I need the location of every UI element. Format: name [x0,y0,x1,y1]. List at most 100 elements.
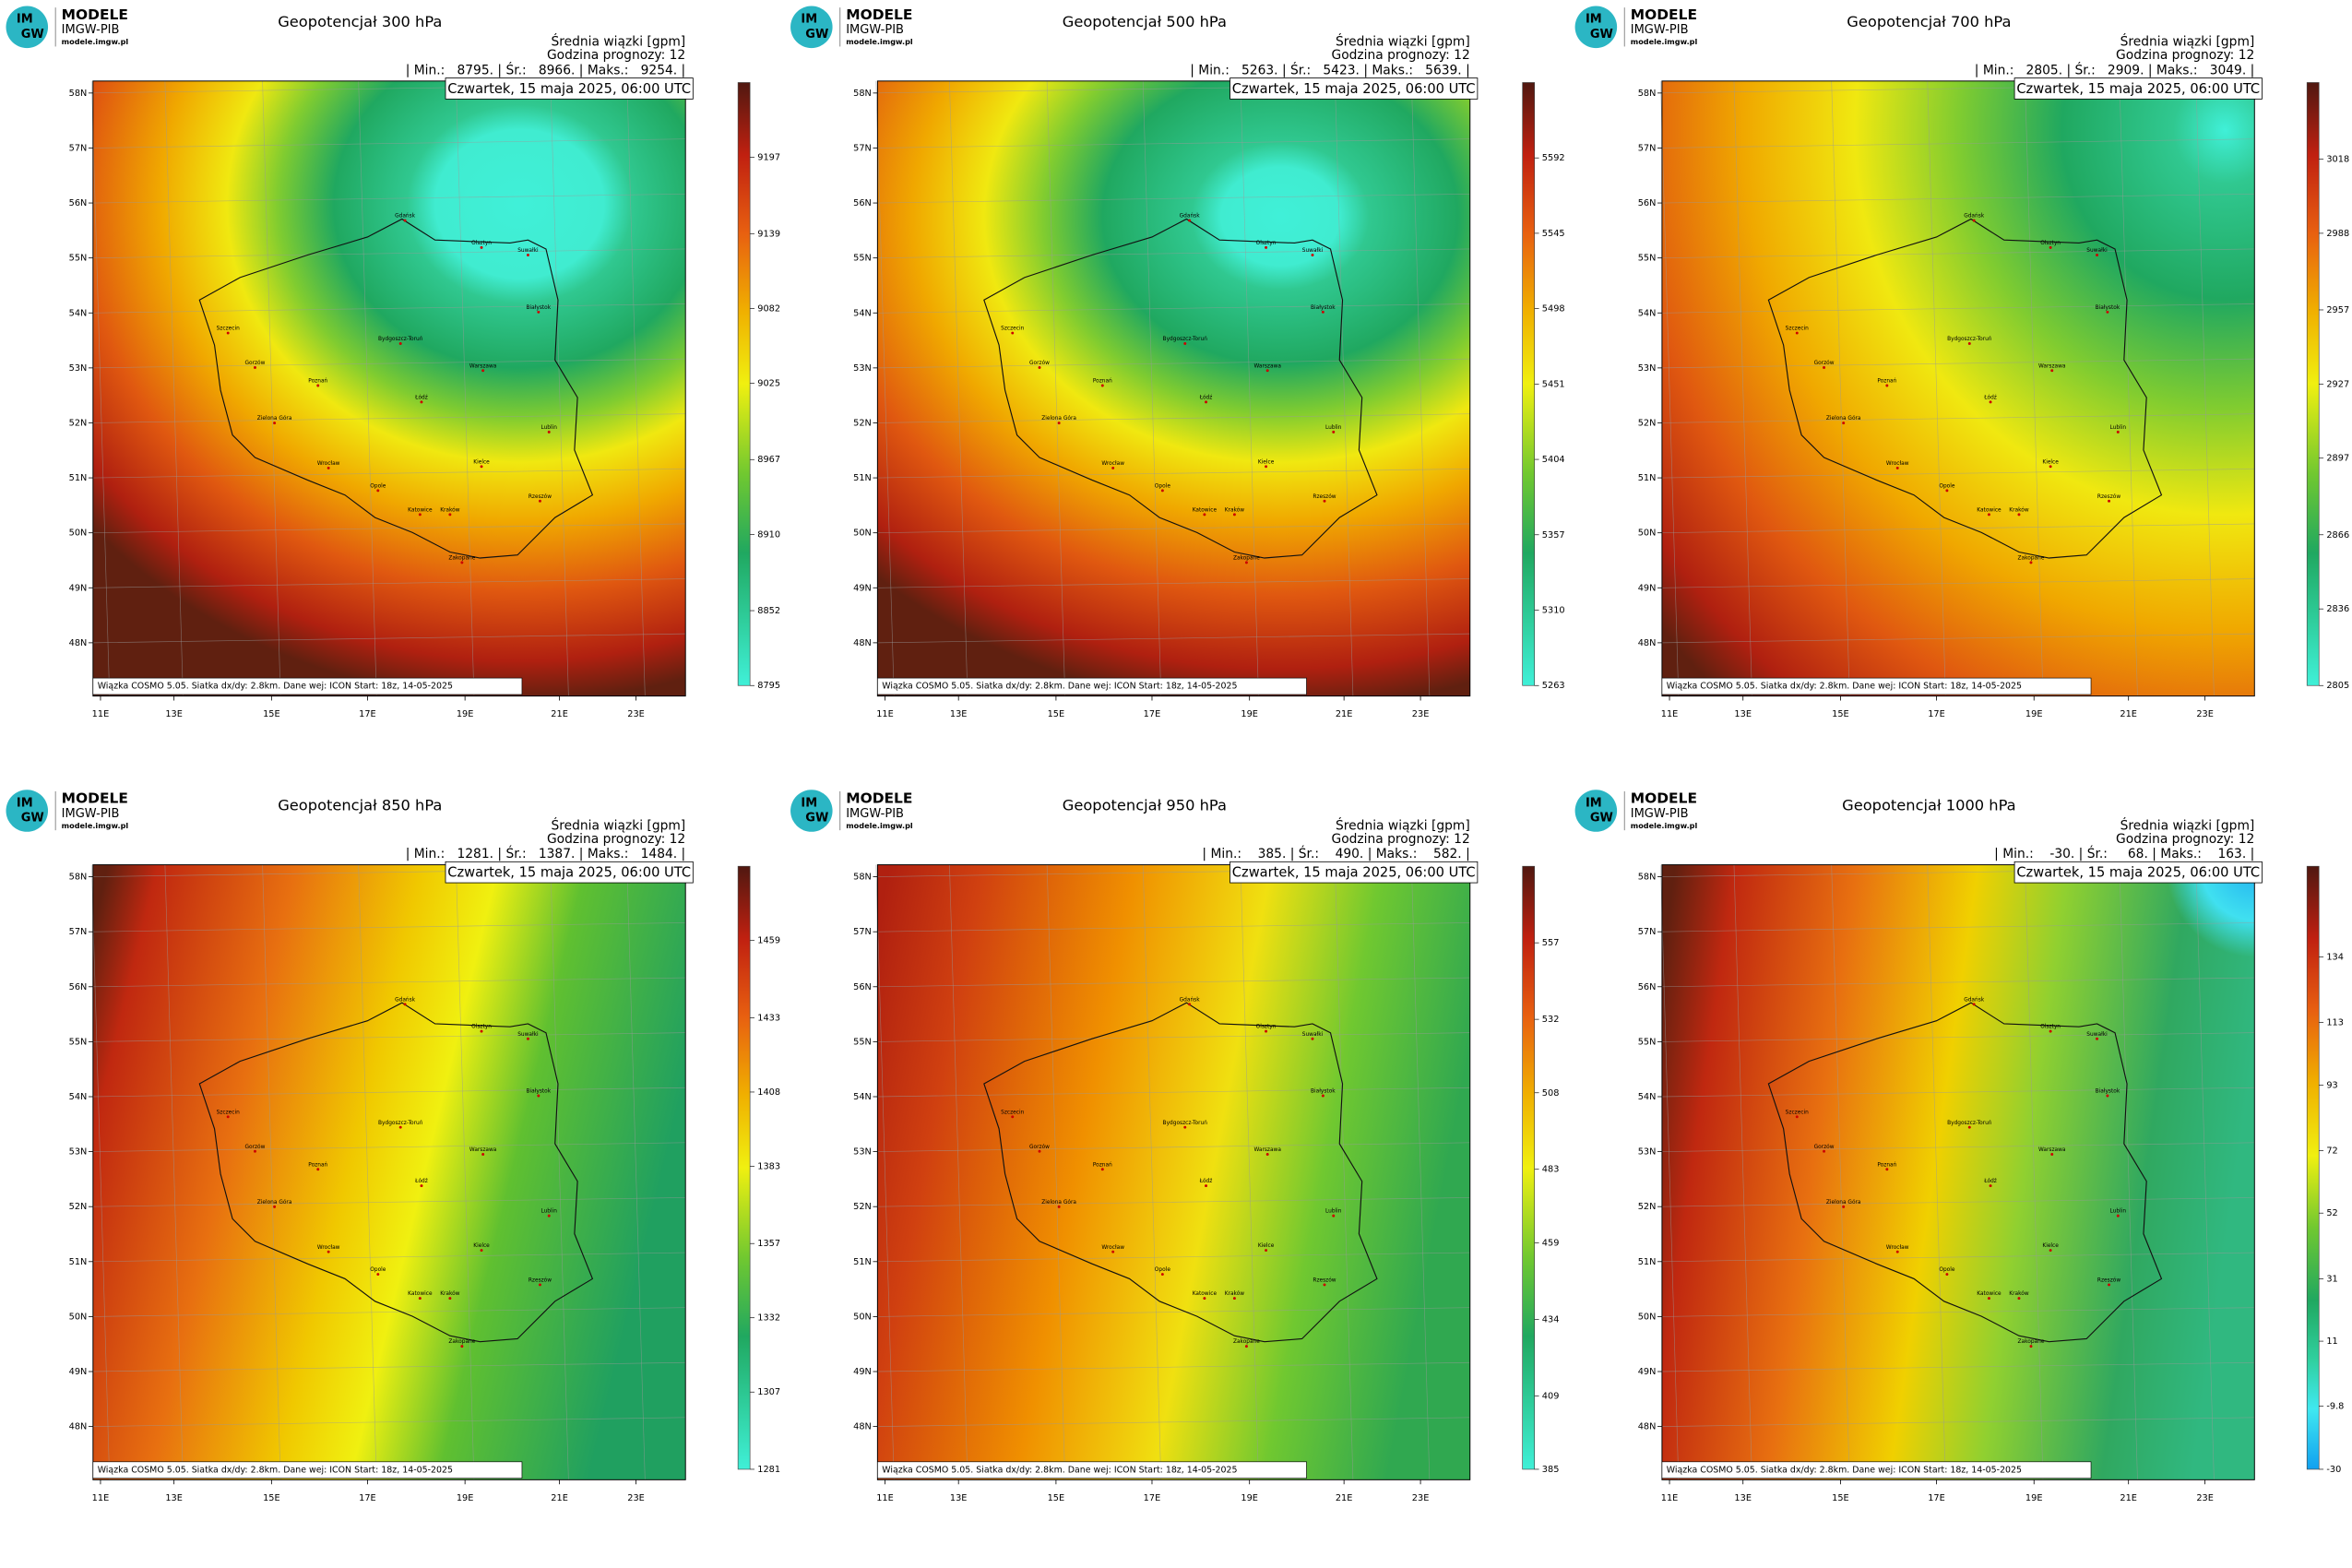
footer-box [877,677,1307,695]
city-label: Rzeszów [2097,493,2120,500]
lon-label: 21E [2120,709,2137,719]
meridian [1411,80,1431,696]
colorbar-tick-label: 93 [2326,1080,2337,1090]
city-dot [537,310,540,314]
parallel [877,1361,1470,1372]
logo-icon [1574,6,1618,49]
city-label: Kielce [473,459,490,465]
city-dot [1265,245,1268,249]
panel-title: Geopotencjał 1000 hPa [1842,797,2016,814]
colorbar-tick-label: 5451 [1542,379,1565,389]
panel-subtitle: Średnia wiązki [gpm] [1336,816,1470,833]
city-dot [2049,1029,2052,1033]
lat-label: 54N [1638,308,1657,318]
city-label: Warszawa [2038,1147,2066,1153]
lon-label: 15E [1832,709,1849,719]
parallel [92,578,686,588]
logo-icon-text: GW [1590,28,1613,42]
parallel [1661,578,2255,588]
lat-label: 56N [69,198,88,208]
city-label: Wrocław [317,461,340,467]
lat-label: 56N [853,982,872,992]
city-dot [2050,369,2054,373]
colorbar-tick-label: 11 [2326,1336,2337,1347]
colorbar-tick-label: 8967 [757,455,780,465]
city-label: Suwałki [1302,248,1324,254]
city-label: Bydgoszcz-Toruń [1947,1120,1992,1126]
date-box [445,77,694,100]
lat-label: 54N [69,308,88,318]
colorbar [737,865,751,1470]
panel: IMGWMODELEIMGW-PIBmodele.imgw.plGeopoten… [1574,6,2349,719]
panel-subtitle: Średnia wiązki [gpm] [1336,33,1470,50]
lon-label: 19E [457,1493,474,1503]
city-dot [226,1115,230,1119]
colorbar-tick-label: 1383 [757,1161,780,1171]
colorbar-tick-label: 1459 [757,936,780,946]
city-dot [1111,466,1115,469]
footer-label: Wiązka COSMO 5.05. Siatka dx/dy: 2.8km. … [98,682,453,692]
logo-icon [6,6,49,49]
colorbar-tick-label: 5310 [1542,606,1565,616]
lon-label: 21E [551,1493,568,1503]
city-label: Katowice [1193,1291,1218,1297]
lon-label: 21E [1336,709,1353,719]
city-label: Lublin [2110,425,2127,431]
panel: IMGWMODELEIMGW-PIBmodele.imgw.plGeopoten… [1574,790,2344,1503]
colorbar-tick-label: -9.8 [2326,1402,2344,1412]
lat-label: 57N [69,143,88,153]
city-label: Opole [370,483,386,489]
parallel [1661,523,2255,534]
city-label: Kielce [473,1243,490,1249]
parallel [877,138,1470,148]
meridian [2025,80,2044,696]
parallel [877,1197,1470,1207]
meridian [1411,864,1431,1480]
city-label: Zakopane [1233,556,1260,562]
colorbar-tick-label: 9025 [757,379,780,389]
parallel [1661,303,2255,314]
colorbar-tick-label: 52 [2326,1208,2337,1218]
map-low-corner [1661,864,2255,1480]
colorbar-tick-label: 2927 [2326,379,2349,389]
city-label: Zielona Góra [1041,1199,1076,1206]
panel-subtitle: Średnia wiązki [gpm] [2120,816,2255,833]
city-dot [448,1297,452,1301]
city-label: Kraków [2009,506,2029,513]
lat-label: 51N [853,473,872,483]
meridian [456,80,475,696]
city-label: Rzeszów [529,1277,552,1284]
city-label: Szczecin [1001,1110,1024,1115]
date-label: Czwartek, 15 maja 2025, 06:00 UTC [2016,81,2260,97]
lon-label: 23E [627,1493,645,1503]
lat-label: 56N [1638,982,1657,992]
map-frame [92,80,686,697]
lon-label: 15E [1832,1493,1849,1503]
meridian [1335,80,1354,696]
lon-label: 23E [1412,709,1430,719]
date-label: Czwartek, 15 maja 2025, 06:00 UTC [1232,81,1476,97]
meridian [164,80,184,696]
lon-label: 15E [1048,709,1065,719]
city-dot [547,1214,551,1218]
parallel [877,1032,1470,1042]
city-dot [1057,1205,1061,1208]
city-label: Kraków [2009,1290,2029,1297]
lat-label: 58N [853,873,872,883]
stats: | Min.: 2805. | Śr.: 2909. | Maks.: 3049… [1975,61,2255,77]
city-dot [460,1345,464,1348]
lat-label: 48N [69,1422,88,1432]
forecast-hour: Godzina prognozy: 12 [2116,832,2254,847]
parallel [877,1142,1470,1152]
city-label: Kielce [1258,1243,1275,1249]
meridian [1659,864,1680,1480]
colorbar-tick-label: 2957 [2326,305,2349,315]
logo-org: IMGW-PIB [846,23,904,37]
lon-label: 11E [92,709,110,719]
lat-label: 57N [1638,927,1657,937]
panel-title: Geopotencjał 300 hPa [278,13,442,30]
lat-label: 51N [69,1257,88,1267]
city-label: Łódź [1983,1178,1997,1184]
city-label: Białystok [1311,305,1336,311]
city-dot [1205,1184,1207,1188]
